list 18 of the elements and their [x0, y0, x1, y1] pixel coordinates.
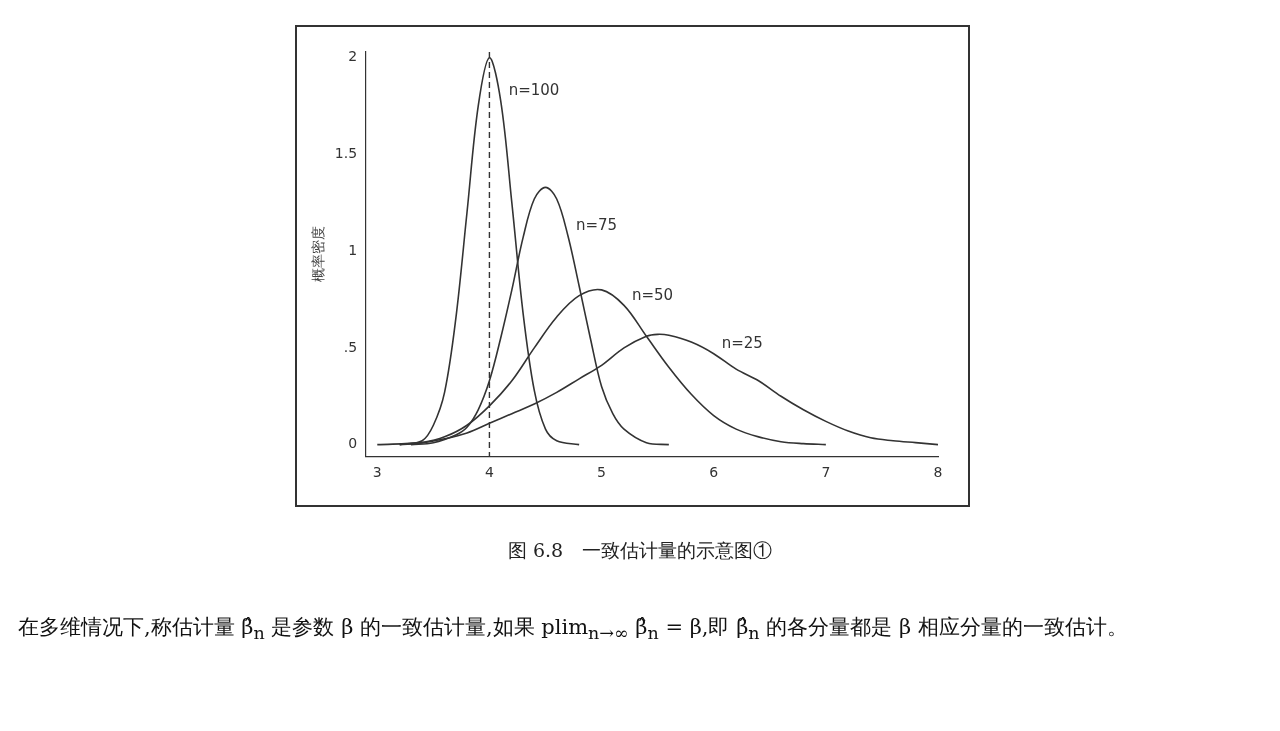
y-tick-label: .5 [343, 338, 358, 355]
x-tick-label: 8 [933, 464, 943, 481]
x-tick-label: 6 [709, 464, 719, 481]
y-tick-label: 1 [348, 241, 358, 258]
series-label: n=25 [721, 334, 763, 353]
x-tick-label: 3 [372, 464, 382, 481]
y-tick-label: 1.5 [334, 145, 358, 162]
y-axis-title: 概率密度 [310, 226, 327, 283]
series-label: n=100 [508, 80, 560, 99]
y-tick-label: 0 [348, 435, 358, 452]
x-tick-label: 5 [597, 464, 607, 481]
series-label: n=50 [632, 285, 674, 304]
y-tick-label: 2 [348, 48, 358, 65]
x-tick-label: 7 [821, 464, 831, 481]
caption: 图 6.8 一致估计量的示意图① [506, 538, 774, 563]
x-tick-label: 4 [484, 464, 494, 481]
series-label: n=75 [575, 216, 618, 235]
text: 在多维情况下,称估计量 β̂$_{n}$ 是参数 β 的一致估计量,如果 plim$_{n→∞}$ β̂$_{n}$ = β,即 β̂$_{n}$ 的各分量都是 β 相应分量的一致估计。 [18, 615, 1128, 644]
